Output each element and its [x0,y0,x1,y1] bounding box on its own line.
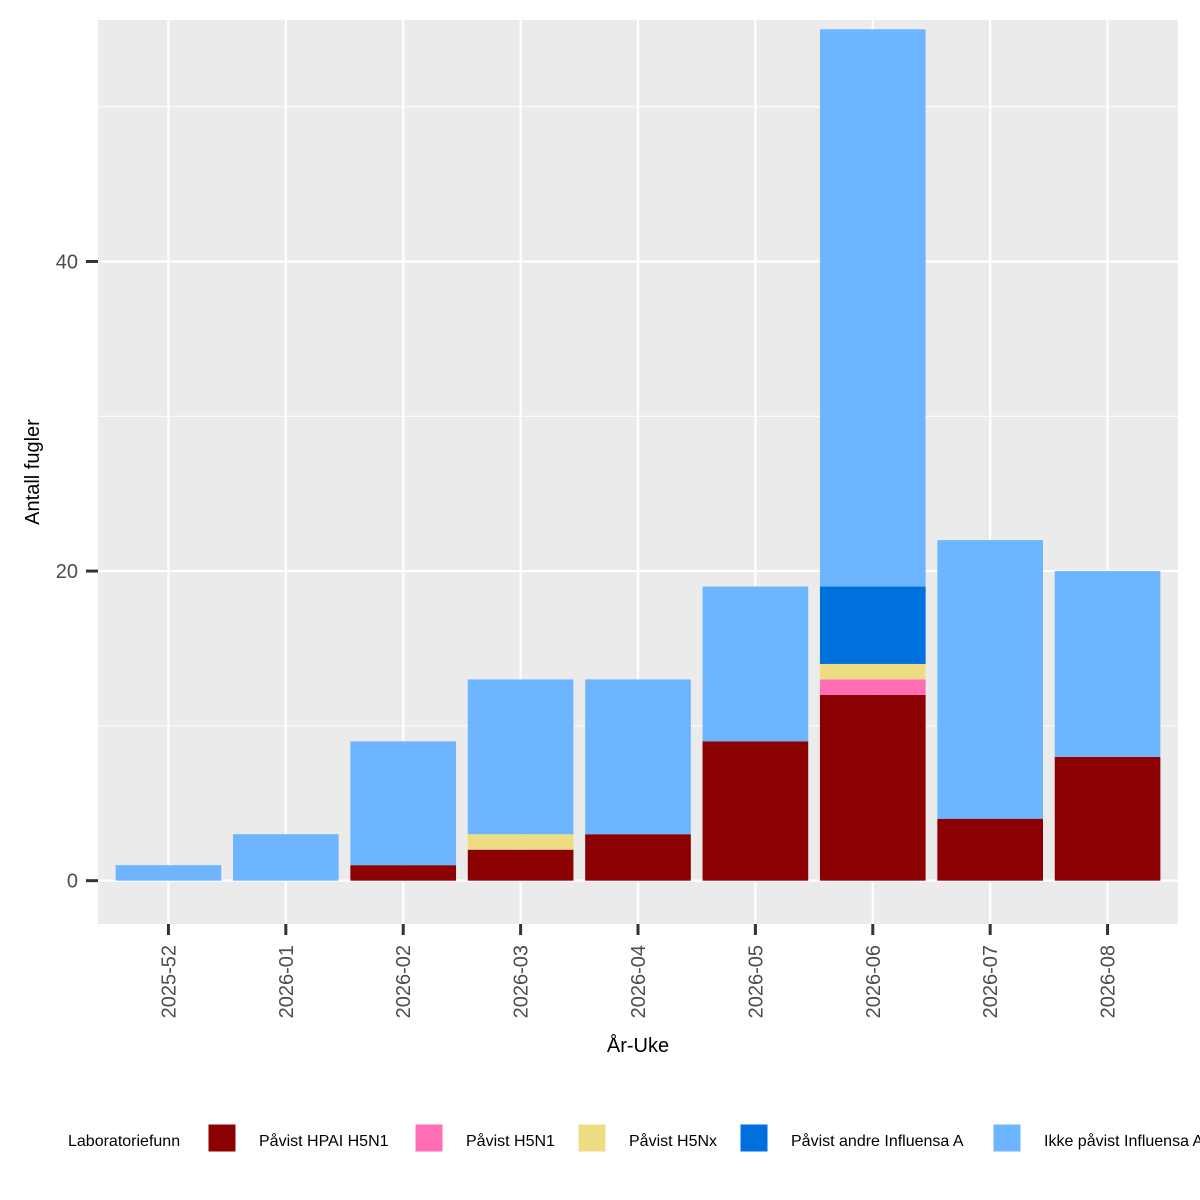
legend-label: Ikke påvist Influensa A [1044,1132,1200,1150]
bar-segment [937,818,1043,881]
x-tick-label: 2026-04 [628,945,650,1018]
bar-segment [467,849,574,881]
x-axis: 2025-52 2026-01 2026-02 2026-03 2026-04 2026-… [158,924,1120,1018]
legend-label: Påvist HPAI H5N1 [259,1132,389,1150]
x-tick-label: 2026-02 [393,945,415,1018]
bars [115,29,1161,881]
legend-key [414,1123,444,1153]
legend: Laboratoriefunn Påvist HPAI H5N1 Påvist H… [68,1123,1200,1153]
legend-key [992,1123,1022,1153]
y-tick-label: 0 [67,871,78,893]
bar-segment [350,865,457,881]
bar-segment [115,865,222,881]
x-tick-label: 2026-03 [511,945,533,1018]
bar-segment [702,586,809,742]
x-tick-label: 2026-06 [863,945,885,1018]
bar-segment [937,540,1043,819]
legend-key [207,1123,237,1153]
bar-segment [467,834,574,850]
bar-segment [819,663,926,680]
bar-segment [1054,756,1161,881]
bar-segment [819,679,926,695]
y-axis: 0 20 40 [56,251,98,893]
legend-key [577,1123,607,1153]
legend-title: Laboratoriefunn [68,1133,180,1150]
x-tick-label: 2026-07 [980,945,1002,1018]
bar-segment [1054,571,1161,757]
x-tick-label: 2026-01 [276,945,298,1018]
legend-label: Påvist H5N1 [466,1132,555,1150]
bar-segment [350,741,457,866]
x-tick-label: 2026-08 [1098,945,1120,1018]
legend-label: Påvist H5Nx [629,1132,717,1150]
y-tick-label: 40 [56,251,78,273]
legend-label: Påvist andre Influensa A [791,1132,964,1150]
bar-segment [819,29,926,587]
bar-segment [585,679,691,835]
bar-segment [233,834,339,881]
y-tick-label: 20 [56,561,78,583]
legend-key [739,1123,769,1153]
bar-segment [467,679,574,835]
x-tick-label: 2025-52 [158,945,180,1018]
bar-segment [585,834,691,881]
bar-segment [819,694,926,881]
x-axis-title: År-Uke [607,1034,669,1057]
y-axis-title: Antall fugler [22,419,44,525]
bar-segment [702,741,809,881]
x-tick-label: 2026-05 [745,945,767,1018]
bar-segment [819,586,926,664]
